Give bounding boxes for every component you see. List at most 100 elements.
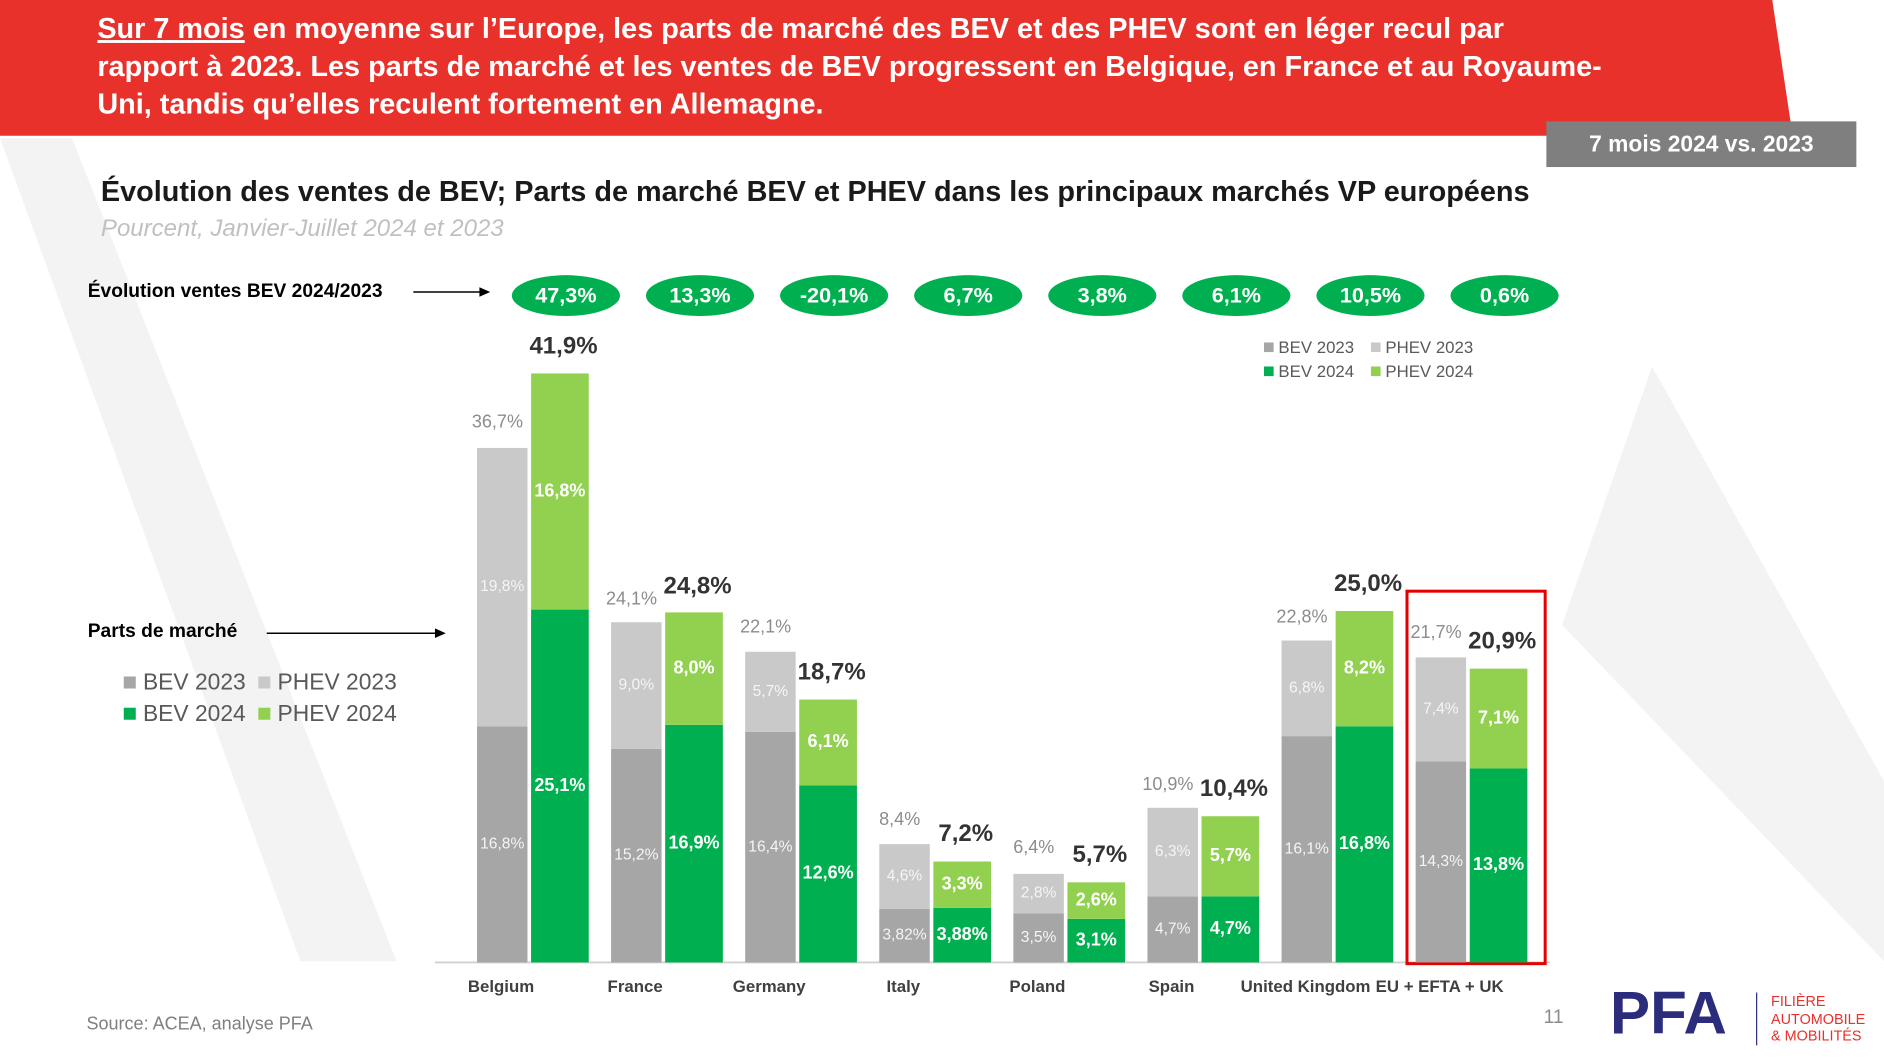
- x-tick-label: Germany: [733, 977, 807, 996]
- value-label: 13,8%: [1473, 854, 1524, 874]
- bar-segment: [745, 651, 796, 732]
- value-label: 16,8%: [1339, 833, 1390, 853]
- headline-part: Sur 7 mois: [97, 13, 244, 45]
- chart-title: Évolution des ventes de BEV; Parts de ma…: [101, 174, 1530, 208]
- value-label: 16,8%: [480, 835, 524, 852]
- total-label: 36,7%: [472, 411, 523, 431]
- bar-segment: [1201, 816, 1260, 897]
- background-shape: [0, 138, 397, 962]
- badge-text: 7 mois 2024 vs. 2023: [1589, 130, 1813, 156]
- legend-swatch: [123, 707, 136, 720]
- x-tick-label: Belgium: [468, 977, 534, 996]
- total-label: 18,7%: [798, 658, 866, 685]
- legend-swatch: [258, 676, 271, 689]
- value-label: 6,3%: [1155, 843, 1191, 860]
- growth-oval: [780, 275, 889, 317]
- value-label: 4,6%: [887, 868, 923, 885]
- total-label: 10,4%: [1200, 775, 1268, 802]
- value-label: 4,7%: [1155, 921, 1191, 938]
- badge: [1546, 121, 1857, 168]
- value-label: 3,3%: [942, 873, 983, 893]
- growth-oval: [1450, 275, 1559, 317]
- bar-segment: [477, 726, 528, 963]
- legend-swatch: [1264, 366, 1274, 377]
- bar-segment: [1335, 611, 1394, 727]
- bar-segment: [1469, 768, 1528, 963]
- headline: Sur 7 mois en moyenne sur l’Europe, les …: [97, 13, 1504, 45]
- legend-swatch: [1370, 366, 1381, 377]
- total-label: 5,7%: [1073, 841, 1128, 868]
- value-label: 3,88%: [937, 924, 988, 944]
- bar-segment: [933, 861, 992, 908]
- value-label: 4,7%: [1210, 918, 1251, 938]
- bar-segment: [1067, 882, 1126, 919]
- growth-label: 3,8%: [1078, 283, 1127, 308]
- legend-label: PHEV 2023: [1385, 338, 1473, 357]
- total-label: 41,9%: [529, 332, 597, 359]
- bar-segment: [933, 907, 992, 963]
- share-label: Parts de marché: [88, 621, 238, 642]
- headline-part: en moyenne sur l’Europe, les parts de ma…: [245, 13, 1504, 45]
- value-label: 9,0%: [619, 677, 655, 694]
- bar-segment: [1281, 640, 1333, 737]
- headline-banner: [0, 0, 1793, 136]
- bar-segment: [1415, 761, 1467, 963]
- value-label: 7,1%: [1478, 707, 1519, 727]
- bar-segment: [1013, 913, 1064, 963]
- bar-segment: [745, 731, 796, 963]
- growth-label: 47,3%: [535, 283, 596, 308]
- value-label: 8,0%: [673, 657, 714, 677]
- value-label: 6,1%: [808, 731, 849, 751]
- total-label: 10,9%: [1142, 774, 1193, 794]
- arrow-head: [434, 628, 446, 639]
- legend-swatch: [258, 707, 271, 720]
- x-tick-label: France: [608, 977, 663, 996]
- bar-segment: [1013, 873, 1064, 914]
- legend-label: BEV 2024: [143, 700, 246, 726]
- total-label: 8,4%: [879, 809, 920, 829]
- bar-segment: [611, 748, 662, 963]
- value-label: 5,7%: [753, 683, 789, 700]
- growth-label: Évolution ventes BEV 2024/2023: [88, 280, 383, 302]
- background-shape: [1561, 366, 1884, 962]
- value-label: 5,7%: [1210, 845, 1251, 865]
- value-label: 16,1%: [1285, 840, 1329, 857]
- value-label: 6,8%: [1289, 679, 1325, 696]
- growth-label: 0,6%: [1480, 283, 1529, 308]
- bar-segment: [665, 612, 723, 725]
- source: Source: ACEA, analyse PFA: [87, 1014, 313, 1034]
- logo-text: AUTOMOBILE: [1771, 1012, 1865, 1028]
- x-tick-label: United Kingdom: [1241, 977, 1371, 996]
- legend-label: PHEV 2023: [278, 669, 397, 695]
- legend-swatch: [123, 676, 136, 689]
- value-label: 14,3%: [1419, 853, 1463, 870]
- value-label: 16,8%: [534, 480, 585, 500]
- headline-line: Uni, tandis qu’elles reculent fortement …: [97, 88, 823, 120]
- total-label: 20,9%: [1468, 628, 1536, 655]
- value-label: 2,6%: [1076, 889, 1117, 909]
- bar-segment: [1201, 896, 1260, 963]
- growth-oval: [1048, 275, 1157, 317]
- legend-label: PHEV 2024: [278, 700, 398, 726]
- total-label: 6,4%: [1013, 837, 1054, 857]
- total-label: 7,2%: [938, 820, 993, 847]
- bar-segment: [1147, 807, 1198, 897]
- logo: PFA: [1610, 980, 1727, 1047]
- value-label: 16,4%: [748, 838, 792, 855]
- legend-swatch: [1370, 342, 1381, 353]
- growth-oval: [914, 275, 1023, 317]
- growth-label: 6,7%: [944, 283, 993, 308]
- chart-subtitle: Pourcent, Janvier-Juillet 2024 et 2023: [101, 215, 504, 242]
- headline-line: rapport à 2023. Les parts de marché et l…: [97, 51, 1601, 83]
- bar-segment: [531, 373, 589, 610]
- total-label: 25,0%: [1334, 570, 1402, 597]
- arrow-head: [479, 287, 491, 297]
- bar-segment: [1335, 726, 1394, 963]
- total-label: 24,8%: [664, 573, 732, 600]
- bar-segment: [1415, 657, 1467, 762]
- value-label: 3,82%: [882, 927, 926, 944]
- total-label: 22,8%: [1276, 607, 1327, 627]
- x-tick-label: EU + EFTA + UK: [1376, 977, 1504, 996]
- growth-label: 13,3%: [669, 283, 730, 308]
- bar-segment: [799, 785, 857, 963]
